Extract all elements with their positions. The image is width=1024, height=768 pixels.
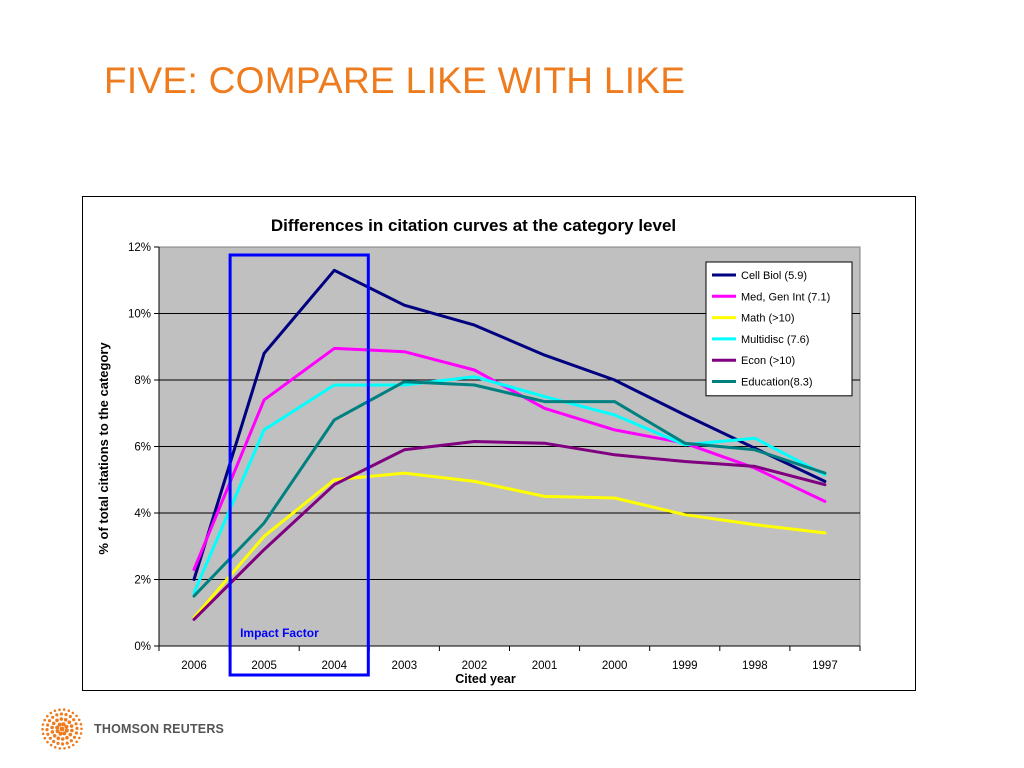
legend-box	[705, 261, 853, 397]
x-tick-label: 2003	[392, 660, 418, 672]
series-line-med-gen-int-7-1	[192, 346, 827, 571]
y-tick-label: 8%	[134, 375, 151, 387]
y-tick-label: 12%	[128, 242, 151, 254]
x-tick-label: 2001	[532, 660, 558, 672]
y-tick-label: 4%	[134, 508, 151, 520]
series-line-multidisc-7-6	[192, 375, 827, 595]
x-axis-label: Cited year	[455, 672, 516, 686]
series-line-education-8-3	[192, 380, 827, 598]
x-tick-label: 2000	[602, 660, 628, 672]
chart-frame: Differences in citation curves at the ca…	[82, 196, 916, 691]
x-tick-label: 1998	[742, 660, 768, 672]
citation-curves-chart: Differences in citation curves at the ca…	[96, 216, 861, 686]
series-line-econ-10	[192, 440, 827, 621]
x-tick-label: 2006	[181, 660, 207, 672]
legend-label: Math (>10)	[741, 313, 795, 325]
impact-factor-label: Impact Factor	[240, 626, 319, 640]
legend-label: Education(8.3)	[741, 377, 813, 389]
x-tick-label: 2005	[251, 660, 277, 672]
slide-title: FIVE: COMPARE LIKE WITH LIKE	[104, 60, 686, 101]
series-line-math-10	[192, 471, 827, 620]
logo-text: THOMSON REUTERS	[94, 722, 225, 736]
x-tick-label: 1997	[812, 660, 838, 672]
chart-title: Differences in citation curves at the ca…	[271, 216, 676, 235]
thomson-reuters-dot-sphere-icon	[41, 708, 83, 750]
thomson-reuters-logo[interactable]: THOMSON REUTERS	[40, 707, 240, 751]
y-tick-label: 10%	[128, 309, 151, 321]
legend-label: Econ (>10)	[741, 355, 795, 367]
y-tick-label: 6%	[134, 442, 151, 454]
series-line-cell-biol-5-9	[192, 268, 827, 581]
x-tick-label: 2002	[462, 660, 488, 672]
y-axis-label: % of total citations to the category	[96, 342, 111, 555]
x-tick-label: 1999	[672, 660, 698, 672]
y-tick-label: 2%	[134, 575, 151, 587]
legend-label: Med, Gen Int (7.1)	[741, 291, 830, 303]
legend-label: Cell Biol (5.9)	[741, 270, 807, 282]
x-tick-label: 2004	[321, 660, 347, 672]
legend-label: Multidisc (7.6)	[741, 334, 809, 346]
impact-factor-box	[228, 253, 370, 677]
y-tick-label: 0%	[134, 641, 151, 653]
